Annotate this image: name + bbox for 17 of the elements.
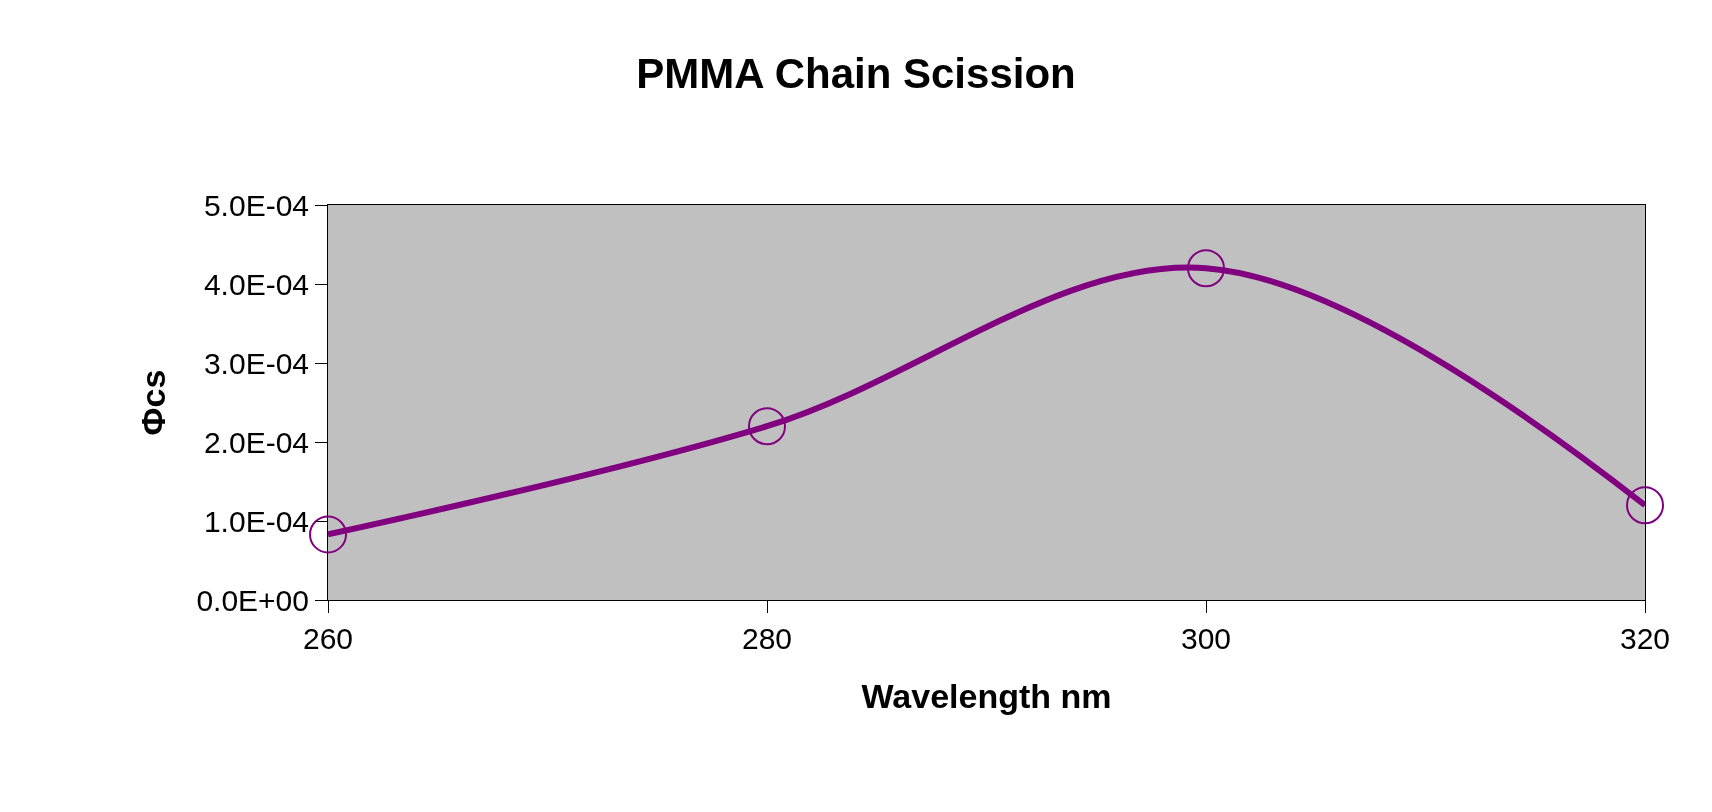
y-tick-label: 5.0E-04 xyxy=(203,188,309,222)
x-tick-label: 300 xyxy=(1180,622,1232,655)
x-tick-label: 280 xyxy=(741,622,793,655)
x-tick-label: 260 xyxy=(302,622,354,655)
y-tick-label: 3.0E-04 xyxy=(203,346,309,380)
y-axis-title: Φcs xyxy=(133,369,172,436)
y-tick-label: 2.0E-04 xyxy=(203,425,309,459)
chart-title: PMMA Chain Scission xyxy=(636,49,1076,97)
point xyxy=(748,407,786,446)
y-tick-label: 1.0E-04 xyxy=(203,504,309,538)
point xyxy=(309,515,347,554)
x-axis-title: Wavelength nm xyxy=(861,677,1112,716)
point xyxy=(1187,249,1225,288)
point xyxy=(1626,486,1664,525)
y-tick-label: 4.0E-04 xyxy=(203,267,309,301)
y-tick-label: 0.0E+00 xyxy=(196,583,309,617)
x-tick-label: 320 xyxy=(1619,622,1671,655)
